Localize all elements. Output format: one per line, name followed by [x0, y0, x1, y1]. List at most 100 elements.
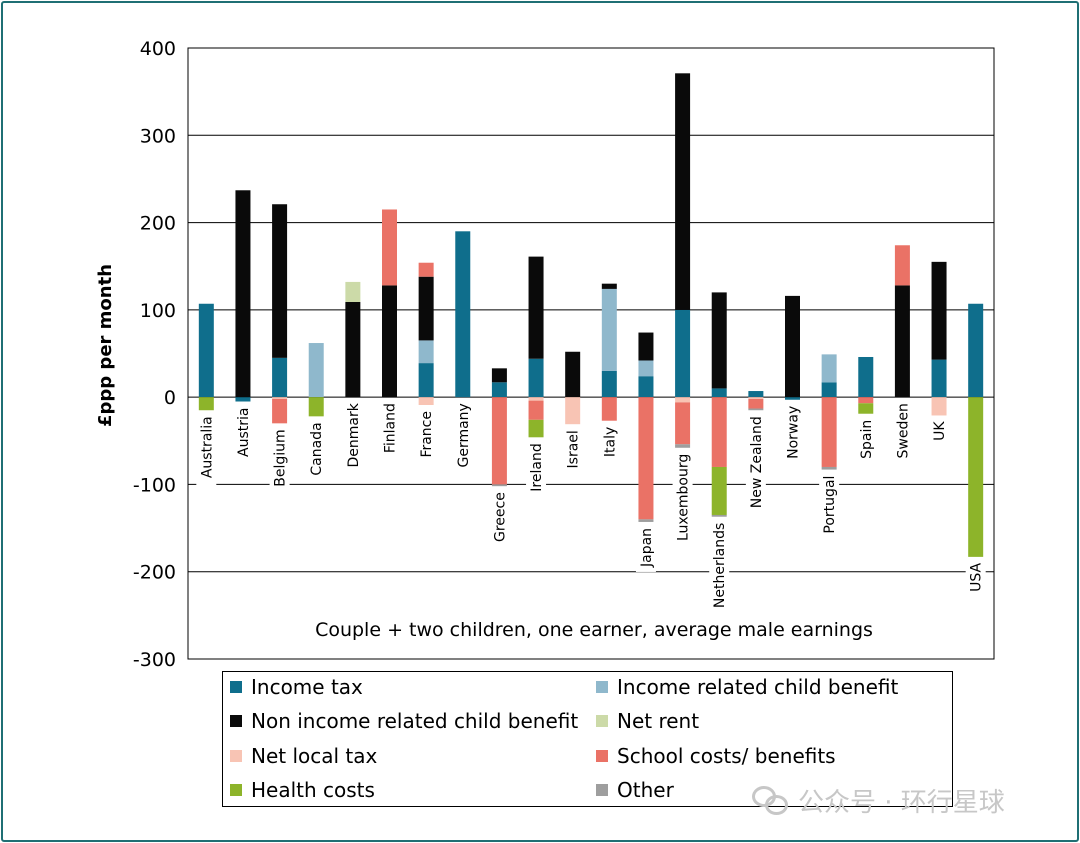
y-tick-label: 300: [140, 125, 176, 147]
legend-item-health-costs: Health costs: [230, 777, 375, 803]
bar-segment: [858, 356, 874, 398]
bar-segment: [491, 368, 507, 383]
bar-segment: [565, 397, 581, 425]
category-label: Ireland: [529, 443, 545, 491]
bar-segment: [675, 73, 691, 310]
bar-segment: [638, 376, 654, 398]
subtitle-background: [298, 614, 890, 644]
y-tick-label: 400: [140, 38, 176, 60]
bar-segment: [601, 370, 617, 398]
category-label-background: [635, 525, 656, 572]
bar-segment: [675, 309, 691, 398]
bar-segment: [235, 397, 251, 402]
legend-label: Net rent: [617, 709, 700, 733]
bar-segment: [491, 484, 507, 487]
legend-label: Net local tax: [251, 744, 378, 768]
bar-segment: [748, 391, 764, 398]
legend-swatch: [230, 784, 242, 796]
wechat-icon: [752, 785, 788, 816]
legend-item-net-local-tax: Net local tax: [230, 743, 377, 769]
y-tick-label: -100: [133, 474, 176, 496]
category-label: Austria: [236, 408, 252, 457]
legend-label: Other: [617, 778, 674, 802]
bar-segment: [894, 245, 910, 286]
bar-segment: [491, 382, 507, 398]
category-label: Finland: [383, 403, 399, 453]
bar-segment: [272, 204, 288, 358]
category-label: Luxembourg: [676, 454, 692, 541]
category-label-background: [196, 414, 217, 494]
bar-segment: [675, 402, 691, 445]
bar-segment: [565, 351, 581, 398]
bar-segment: [345, 281, 361, 303]
bar-segment: [711, 292, 727, 389]
plot-area-border: [187, 47, 995, 660]
legend-label: Non income related child benefit: [251, 709, 579, 733]
category-label: Sweden: [895, 403, 911, 458]
category-label: Canada: [309, 422, 325, 475]
category-label-background: [379, 401, 400, 464]
bar-segment: [931, 397, 947, 416]
bar-segment: [711, 514, 727, 517]
category-label-background: [672, 451, 693, 540]
category-label-background: [232, 405, 253, 469]
y-tick-label: 200: [140, 213, 176, 235]
chart-subtitle: Couple + two children, one earner, avera…: [315, 619, 873, 641]
category-label-background: [562, 428, 583, 483]
legend-item-school-costs-benefits: School costs/ benefits: [596, 743, 836, 769]
bar-segment: [821, 382, 837, 398]
bar-segment: [382, 209, 397, 286]
y-tick-label: 0: [164, 387, 176, 409]
y-tick-label: -300: [133, 649, 176, 671]
bar-segment: [528, 397, 544, 401]
bar-segment: [198, 397, 214, 411]
bar-segment: [748, 397, 764, 399]
y-tick-label: -200: [133, 562, 176, 584]
category-label: Israel: [566, 430, 582, 468]
legend-item-other: Other: [596, 777, 674, 803]
category-label-background: [489, 490, 510, 545]
legend-item-income-tax: Income tax: [230, 674, 363, 700]
bar-segment: [931, 359, 947, 398]
category-label: Italy: [602, 427, 618, 457]
legend-swatch: [596, 784, 608, 796]
category-label-background: [782, 403, 803, 459]
bar-segment: [968, 397, 984, 557]
bar-segment: [675, 444, 691, 448]
bar-segment: [601, 283, 617, 289]
category-label: Norway: [786, 406, 802, 459]
legend-item-net-rent: Net rent: [596, 708, 699, 734]
bar-segment: [601, 397, 617, 421]
legend-swatch: [596, 715, 608, 727]
category-label: UK: [932, 421, 948, 441]
category-label-background: [416, 408, 437, 464]
category-label: Denmark: [346, 402, 362, 467]
category-label-background: [819, 473, 840, 545]
category-label: Japan: [639, 528, 655, 568]
category-label: Greece: [492, 492, 508, 542]
bar-segment: [748, 398, 764, 409]
watermark-text: 公众号 · 环行星球: [798, 788, 1005, 818]
bar-segment: [308, 397, 324, 417]
bar-segment: [821, 354, 837, 383]
watermark: 公众号 · 环行星球: [752, 782, 1005, 819]
bar-segment: [858, 397, 874, 404]
category-label-background: [342, 401, 363, 464]
category-label: New Zealand: [749, 416, 765, 508]
category-label-background: [929, 419, 950, 441]
category-label-background: [269, 427, 290, 491]
legend-swatch: [230, 715, 242, 727]
bar-segment: [638, 519, 654, 522]
category-label-background: [526, 441, 547, 505]
bar-segment: [418, 262, 434, 277]
legend-swatch: [596, 750, 608, 762]
legend-label: Income related child benefit: [617, 675, 899, 699]
bar-segment: [711, 388, 727, 398]
bar-segment: [272, 357, 288, 398]
category-label: Spain: [859, 420, 875, 459]
category-label: Netherlands: [712, 523, 728, 608]
legend-label: Income tax: [251, 675, 363, 699]
bar-segment: [785, 295, 800, 398]
bar-segment: [601, 288, 617, 371]
